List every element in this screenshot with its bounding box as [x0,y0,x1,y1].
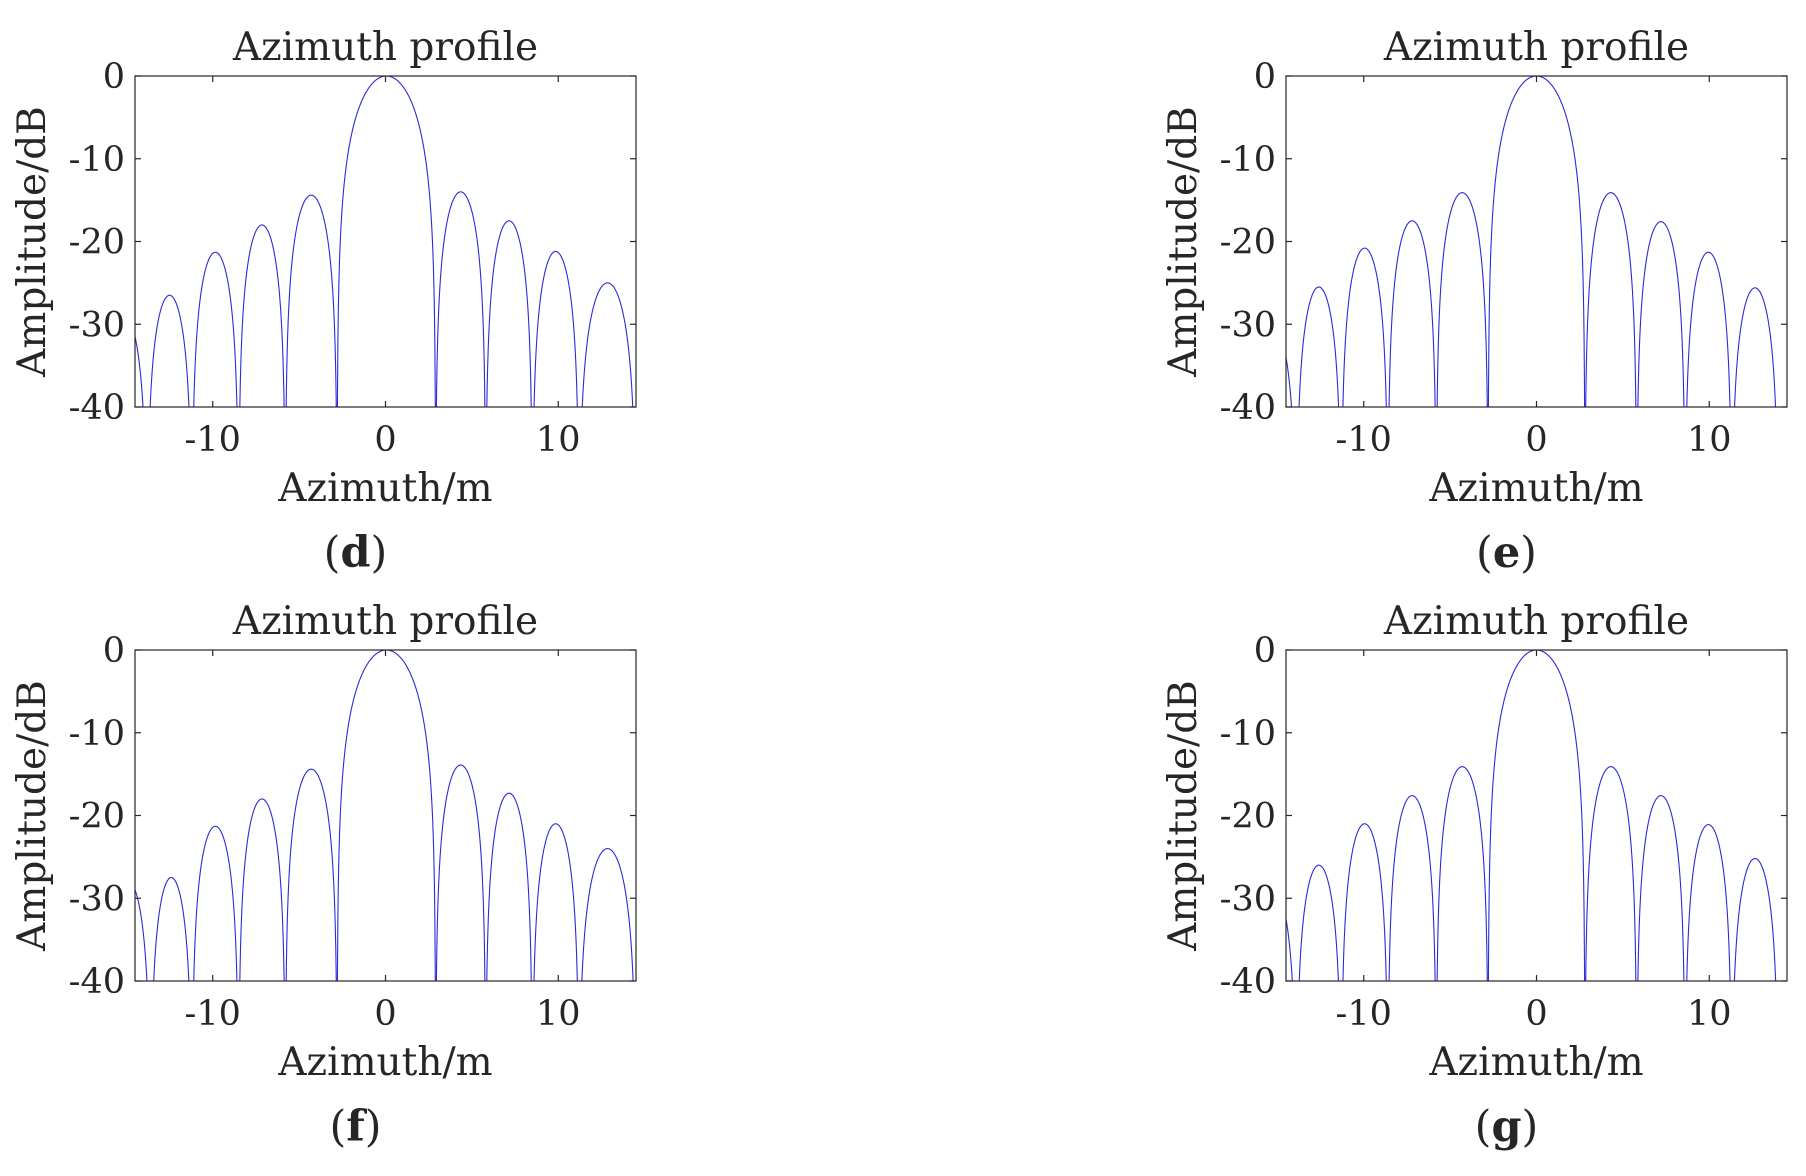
y-axis-label: Amplitude/dB [1161,680,1206,952]
y-tick-label: -20 [1220,797,1276,837]
y-tick-label: -30 [1220,879,1276,919]
series-line-g [1286,649,1777,981]
x-tick-label: -10 [1336,994,1392,1034]
chart-panel-d: -10 0 10 0 -10 -20 -30 -40 Azimuth profile Azimut… [10,25,637,578]
x-tick-label: 0 [374,994,396,1034]
x-tick-label: 0 [1525,994,1547,1034]
y-axis-label: Amplitude/dB [10,680,55,952]
y-tick-label: -10 [1220,140,1276,180]
y-tick-label: -30 [69,305,125,345]
chart-panel-e: -10 0 10 0 -10 -20 -30 -40 Azimuth profile Azimut… [1161,25,1788,578]
x-tick-label: 0 [374,420,396,460]
x-tick-label: 0 [1525,420,1547,460]
x-tick-label: 10 [536,994,581,1034]
panel-label: (d) [324,528,388,578]
y-tick-label: -20 [1220,223,1276,263]
panel-label: (f) [329,1102,381,1152]
y-tick-label: -30 [69,879,125,919]
chart-title: Azimuth profile [1383,25,1689,70]
chart-title: Azimuth profile [232,599,538,644]
y-tick-label: -40 [1220,388,1276,428]
y-tick-label: -40 [69,962,125,1002]
x-tick-label: -10 [1336,420,1392,460]
y-axis-label: Amplitude/dB [10,106,55,378]
x-tick-label: -10 [185,420,241,460]
y-tick-label: -10 [69,714,125,754]
y-tick-label: -40 [1220,962,1276,1002]
x-axis-label: Azimuth/m [277,1040,492,1085]
y-tick-label: -20 [69,797,125,837]
series-line-d [135,75,634,407]
axes-box-f [134,649,637,982]
y-tick-label: 0 [1254,57,1276,97]
y-axis-label: Amplitude/dB [1161,106,1206,378]
y-tick-label: -30 [1220,305,1276,345]
chart-panel-g: -10 0 10 0 -10 -20 -30 -40 Azimuth profile Azimut… [1161,599,1788,1152]
x-axis-label: Azimuth/m [1428,1040,1643,1085]
y-tick-label: -40 [69,388,125,428]
axes-box-g [1285,649,1788,982]
y-tick-label: 0 [103,631,125,671]
x-tick-label: 10 [1687,420,1732,460]
x-tick-label: 10 [536,420,581,460]
series-line-f [135,649,634,981]
chart-title: Azimuth profile [1383,599,1689,644]
axes-box-e [1285,75,1788,408]
series-line-e [1286,75,1777,407]
y-tick-label: 0 [103,57,125,97]
axes-box-d [134,75,637,408]
y-tick-label: -10 [1220,714,1276,754]
panel-label: (e) [1476,528,1537,578]
x-axis-label: Azimuth/m [277,466,492,511]
chart-panel-f: -10 0 10 0 -10 -20 -30 -40 Azimuth profile Azimut… [10,599,637,1152]
x-tick-label: -10 [185,994,241,1034]
y-tick-label: 0 [1254,631,1276,671]
y-tick-label: -20 [69,223,125,263]
x-axis-label: Azimuth/m [1428,466,1643,511]
panel-label: (g) [1475,1102,1539,1152]
y-tick-label: -10 [69,140,125,180]
chart-title: Azimuth profile [232,25,538,70]
x-tick-label: 10 [1687,994,1732,1034]
